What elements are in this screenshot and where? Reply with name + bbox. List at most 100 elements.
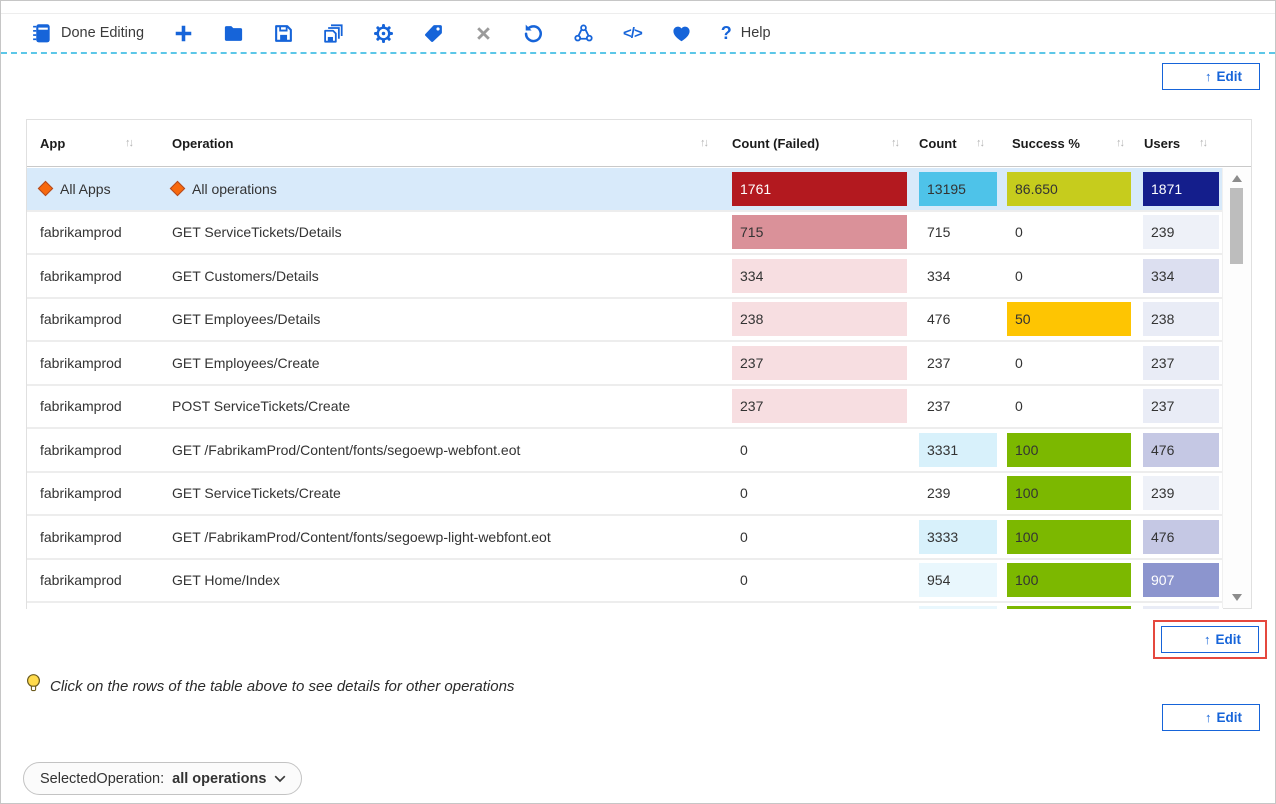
edit-label: Edit xyxy=(1216,710,1243,725)
settings-button[interactable] xyxy=(373,23,394,44)
heatmap-cell: 100 xyxy=(1007,432,1131,467)
scroll-down-icon[interactable] xyxy=(1232,594,1242,601)
heatmap-cell: 954 xyxy=(919,563,997,598)
heatmap-cell: 0 xyxy=(1015,267,1023,284)
edit-button-bottom[interactable]: ↑ Edit xyxy=(1162,704,1260,731)
scroll-up-icon[interactable] xyxy=(1232,175,1242,182)
help-question-icon: ? xyxy=(720,23,732,43)
tag-button[interactable] xyxy=(423,23,444,44)
help-button[interactable]: ? Help xyxy=(721,24,771,42)
table-row[interactable]: fabrikamprod GET Customers/Details 334 334 0… xyxy=(27,255,1223,299)
heatmap-cell: 715 xyxy=(732,215,907,250)
app-text: fabrikamprod xyxy=(40,441,122,458)
scrollbar-thumb[interactable] xyxy=(1230,188,1243,264)
app-text: fabrikamprod xyxy=(40,267,122,284)
cell-success: 100 xyxy=(1007,429,1137,471)
table-body: All Apps All operations 1761 13195 86.650 187… xyxy=(27,168,1223,609)
up-arrow-icon: ↑ xyxy=(1204,632,1211,647)
cell-operation: GET Home/Index xyxy=(167,560,722,602)
open-button[interactable] xyxy=(223,23,244,44)
cell-count: 237 xyxy=(912,342,1007,384)
add-icon xyxy=(173,23,194,44)
operation-text: GET Customers/Details xyxy=(172,267,319,284)
app-text: fabrikamprod xyxy=(40,224,122,241)
heatmap-cell: 237 xyxy=(1143,389,1219,424)
share-icon xyxy=(573,23,594,44)
column-header-app[interactable]: App ↑↓ xyxy=(27,120,167,166)
done-editing-button[interactable]: Done Editing xyxy=(31,23,144,44)
cell-success: 0 xyxy=(1007,212,1137,254)
param-label: SelectedOperation: xyxy=(40,770,165,787)
table-row[interactable]: fabrikamprod GET ServiceTickets/Details 71… xyxy=(27,211,1223,255)
refresh-icon xyxy=(523,23,544,44)
help-label: Help xyxy=(740,25,771,41)
cell-users: 1871 xyxy=(1137,168,1223,210)
cell-operation: POST ServiceTickets/Create xyxy=(167,386,722,428)
cell-users: 907 xyxy=(1137,560,1223,602)
heatmap-cell: 907 xyxy=(1143,563,1219,598)
table-row[interactable]: fabrikamprod POST ServiceTickets/Create 23… xyxy=(27,385,1223,429)
operation-text: GET ServiceTickets/Create xyxy=(172,485,341,502)
vertical-scrollbar[interactable] xyxy=(1222,168,1251,608)
close-button[interactable] xyxy=(473,23,494,44)
heatmap-cell: 0 xyxy=(740,485,748,502)
favorite-button[interactable] xyxy=(671,23,692,44)
column-header-count[interactable]: Count ↑↓ xyxy=(912,120,1007,166)
save-button[interactable] xyxy=(273,23,294,44)
cell-success xyxy=(1007,603,1137,609)
table-row[interactable]: fabrikamprod GET Employees/Create 237 237 0 2… xyxy=(27,342,1223,386)
code-view-button[interactable]: </> xyxy=(623,25,643,42)
heatmap-cell: 86.650 xyxy=(1007,171,1131,206)
share-button[interactable] xyxy=(573,23,594,44)
notebook-icon xyxy=(31,23,52,44)
refresh-button[interactable] xyxy=(523,23,544,44)
table-row[interactable]: fabrikamprod GET /FabrikamProd/Content/fo… xyxy=(27,429,1223,473)
cell-success: 100 xyxy=(1007,560,1137,602)
edit-button-top[interactable]: ↑ Edit xyxy=(1162,63,1260,90)
column-label: Users xyxy=(1144,135,1181,151)
sort-arrows-icon: ↑↓ xyxy=(1116,137,1125,149)
cell-count: 954 xyxy=(912,560,1007,602)
heatmap-cell: 3333 xyxy=(919,519,997,554)
cell-count: 3331 xyxy=(912,429,1007,471)
cell-operation xyxy=(167,603,722,609)
heatmap-cell: 0 xyxy=(1015,224,1023,241)
selected-operation-dropdown[interactable]: SelectedOperation: all operations xyxy=(23,762,303,795)
cell-success: 0 xyxy=(1007,386,1137,428)
column-label: Count (Failed) xyxy=(732,135,820,151)
tag-icon xyxy=(423,23,444,44)
table-row[interactable]: fabrikamprod GET /FabrikamProd/Content/fo… xyxy=(27,516,1223,560)
operation-text: GET /FabrikamProd/Content/fonts/segoewp-… xyxy=(172,441,521,458)
cell-operation: GET /FabrikamProd/Content/fonts/segoewp-… xyxy=(167,429,722,471)
heatmap-cell: 239 xyxy=(927,485,951,502)
table-row[interactable]: fabrikamprod GET Home/Index 0 954 100 907 xyxy=(27,559,1223,603)
save-as-button[interactable] xyxy=(323,23,344,44)
cell-count-failed: 715 xyxy=(722,212,912,254)
column-header-count_failed[interactable]: Count (Failed) ↑↓ xyxy=(722,120,912,166)
app-text: fabrikamprod xyxy=(40,311,122,328)
sort-arrows-icon: ↑↓ xyxy=(1199,137,1208,149)
table-row[interactable]: fabrikamprod GET Employees/Details 238 476 5… xyxy=(27,298,1223,342)
operation-text: POST ServiceTickets/Create xyxy=(172,398,351,415)
cell-users: 334 xyxy=(1137,255,1223,297)
column-header-success[interactable]: Success % ↑↓ xyxy=(1007,120,1137,166)
table-row[interactable] xyxy=(27,603,1223,609)
heatmap-cell: 238 xyxy=(1143,302,1219,337)
add-button[interactable] xyxy=(173,23,194,44)
heatmap-cell: 0 xyxy=(740,572,748,589)
edit-button-middle[interactable]: ↑ Edit xyxy=(1161,626,1259,653)
heatmap-cell: 0 xyxy=(1015,398,1023,415)
cell-success: 50 xyxy=(1007,299,1137,341)
column-header-operation[interactable]: Operation ↑↓ xyxy=(167,120,722,166)
cell-count-failed: 0 xyxy=(722,429,912,471)
operation-text: GET Employees/Details xyxy=(172,311,321,328)
column-header-users[interactable]: Users ↑↓ xyxy=(1137,120,1223,166)
cell-app xyxy=(27,603,167,609)
heatmap-cell: 100 xyxy=(1007,519,1131,554)
table-row[interactable]: fabrikamprod GET ServiceTickets/Create 0 23… xyxy=(27,472,1223,516)
table-row[interactable]: All Apps All operations 1761 13195 86.650 187… xyxy=(27,168,1223,212)
heatmap-cell: 0 xyxy=(1015,354,1023,371)
close-icon xyxy=(473,23,494,44)
cell-app: fabrikamprod xyxy=(27,473,167,515)
heatmap-cell: 476 xyxy=(927,311,951,328)
